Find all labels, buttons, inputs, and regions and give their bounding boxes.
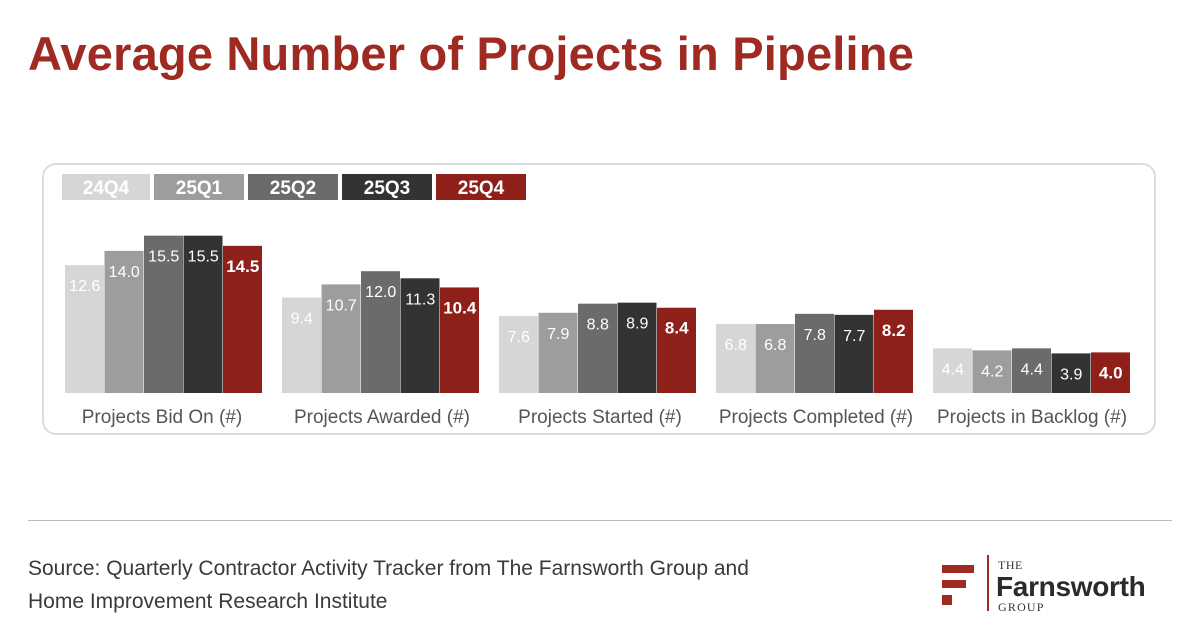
bar-24Q4-2 xyxy=(499,315,538,393)
data-label: 14.5 xyxy=(226,257,259,276)
source-line-1: Source: Quarterly Contractor Activity Tr… xyxy=(28,557,749,580)
bar-25Q4-1 xyxy=(440,287,479,393)
data-label: 4.2 xyxy=(981,363,1003,380)
divider xyxy=(28,520,1172,521)
data-label: 7.9 xyxy=(547,326,569,343)
data-label: 10.7 xyxy=(326,297,357,314)
bar-25Q3-1 xyxy=(400,278,440,393)
legend-item-25Q2: 25Q2 xyxy=(248,174,338,200)
bar-24Q4-0 xyxy=(65,265,104,393)
legend-item-25Q3: 25Q3 xyxy=(342,174,432,200)
data-label: 6.8 xyxy=(725,337,747,354)
bar-25Q3-3 xyxy=(834,314,874,393)
bar-25Q1-4 xyxy=(972,350,1012,393)
legend-label: 24Q4 xyxy=(83,178,130,199)
legend-item-25Q4: 25Q4 xyxy=(436,174,526,200)
legend-swatch xyxy=(154,174,244,200)
data-label: 10.4 xyxy=(443,298,477,317)
data-label: 4.0 xyxy=(1099,363,1123,382)
bar-25Q1-3 xyxy=(755,323,795,393)
logo-the: THE xyxy=(998,558,1023,572)
logo-group: GROUP xyxy=(998,600,1045,614)
data-label: 7.6 xyxy=(508,329,530,346)
category-label: Projects in Backlog (#) xyxy=(937,407,1127,428)
bar-25Q2-1 xyxy=(361,271,400,393)
data-label: 6.8 xyxy=(764,337,786,354)
data-label: 3.9 xyxy=(1060,366,1082,383)
bar-chart: 24Q4 25Q1 25Q2 25Q3 25Q4 12.6 14.0 15.5 15.5 14.5… xyxy=(62,174,1130,428)
data-label: 12.0 xyxy=(365,284,396,301)
legend-item-25Q1: 25Q1 xyxy=(154,174,244,200)
data-label: 14.0 xyxy=(109,264,140,281)
bar-25Q4-0 xyxy=(223,245,262,393)
legend-label: 25Q4 xyxy=(458,178,505,199)
legend-swatch xyxy=(62,174,150,200)
bar-25Q3-4 xyxy=(1051,353,1091,393)
data-label: 8.4 xyxy=(665,319,689,338)
page-title: Average Number of Projects in Pipeline xyxy=(28,27,915,80)
legend-label: 25Q2 xyxy=(270,178,316,199)
bar-25Q4-4 xyxy=(1091,352,1130,393)
data-label: 12.6 xyxy=(69,278,100,295)
category-label: Projects Completed (#) xyxy=(719,407,913,428)
legend-swatch xyxy=(248,174,338,200)
farnsworth-logo: THE Farnsworth GROUP xyxy=(940,555,1180,615)
source-note: Source: Quarterly Contractor Activity Tr… xyxy=(28,552,888,618)
bar-24Q4-1 xyxy=(282,297,321,393)
data-label: 4.4 xyxy=(1021,361,1043,378)
bar-25Q2-3 xyxy=(795,313,834,393)
category-label: Projects Bid On (#) xyxy=(82,407,243,428)
data-label: 8.2 xyxy=(882,321,906,340)
data-label: 11.3 xyxy=(405,291,435,308)
chart-panel: 24Q4 25Q1 25Q2 25Q3 25Q4 12.6 14.0 15.5 15.5 14.5… xyxy=(42,163,1156,435)
bar-25Q2-2 xyxy=(578,303,617,393)
legend-label: 25Q1 xyxy=(176,178,223,199)
bar-25Q4-2 xyxy=(657,307,696,393)
data-label: 8.8 xyxy=(587,317,609,334)
data-label: 15.5 xyxy=(188,249,219,266)
legend-item-24Q4: 24Q4 xyxy=(62,174,150,200)
data-label: 8.9 xyxy=(626,316,648,333)
data-label: 4.4 xyxy=(942,361,964,378)
bar-25Q2-4 xyxy=(1012,348,1051,393)
bar-25Q4-3 xyxy=(874,309,913,393)
data-label: 7.8 xyxy=(804,327,826,344)
bar-25Q3-0 xyxy=(183,235,223,393)
source-line-2: Home Improvement Research Institute xyxy=(28,590,388,613)
data-label: 9.4 xyxy=(291,311,313,328)
bar-25Q1-1 xyxy=(321,284,361,393)
bar-25Q2-0 xyxy=(144,235,183,393)
bar-24Q4-4 xyxy=(933,348,972,393)
bar-25Q1-0 xyxy=(104,250,144,393)
logo-name: Farnsworth xyxy=(996,571,1146,602)
category-label: Projects Started (#) xyxy=(518,407,682,428)
data-label: 7.7 xyxy=(843,328,865,345)
bar-24Q4-3 xyxy=(716,323,755,393)
bar-25Q1-2 xyxy=(538,312,578,393)
bar-25Q3-2 xyxy=(617,302,657,393)
category-label: Projects Awarded (#) xyxy=(294,407,470,428)
legend-swatch xyxy=(436,174,526,200)
legend-swatch xyxy=(342,174,432,200)
farnsworth-logo-mark-icon xyxy=(942,565,974,605)
legend-label: 25Q3 xyxy=(364,178,410,199)
logo-divider xyxy=(987,555,989,611)
data-label: 15.5 xyxy=(148,249,179,266)
